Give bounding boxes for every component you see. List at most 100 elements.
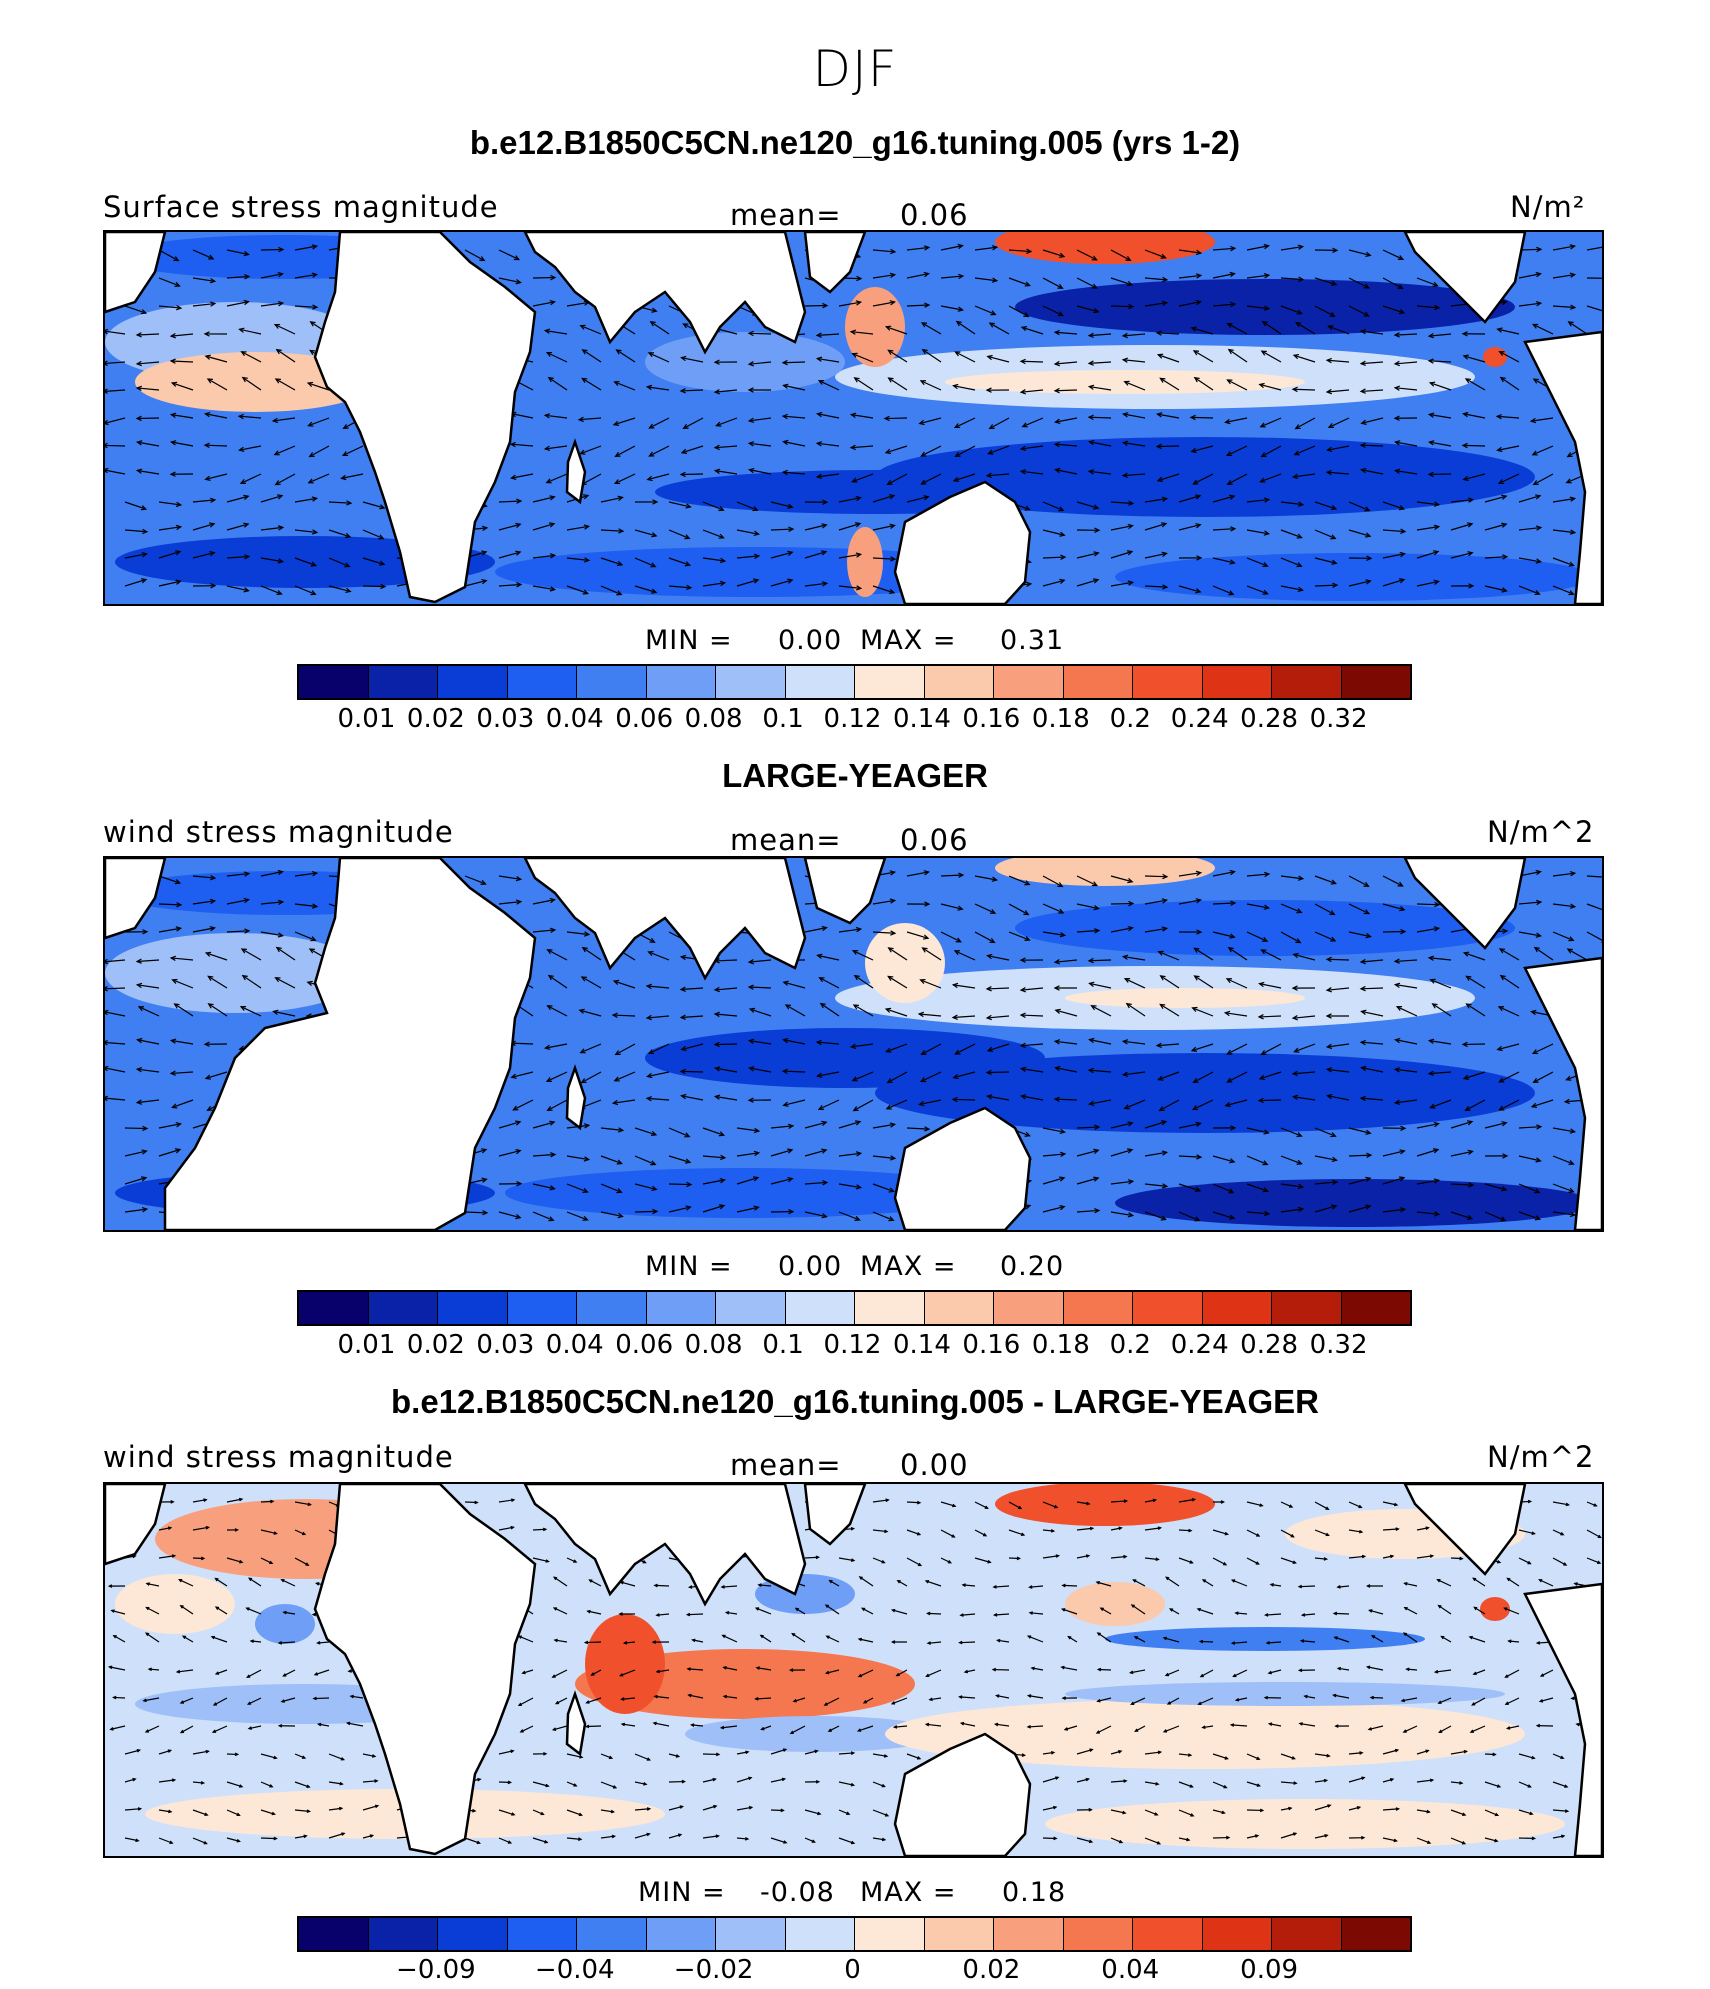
stress-vector-head xyxy=(1393,1838,1398,1843)
stress-vector xyxy=(817,413,840,419)
stress-vector-head xyxy=(1162,1636,1167,1641)
stress-vector xyxy=(532,523,555,531)
stress-vector xyxy=(1280,1501,1293,1508)
stress-vector xyxy=(1062,1608,1078,1615)
stress-vector-head xyxy=(167,1749,173,1753)
stress-vector-head xyxy=(1099,1607,1104,1611)
stress-vector-head xyxy=(1154,1812,1159,1816)
stress-vector-head xyxy=(611,1834,617,1839)
stress-vector-head xyxy=(1262,562,1269,568)
stress-vector-head xyxy=(277,525,285,531)
stress-vector-head xyxy=(1158,1106,1165,1112)
stress-vector-head xyxy=(545,351,553,357)
stress-vector-head xyxy=(1300,1613,1306,1617)
stress-vector-head xyxy=(1359,442,1366,449)
stress-vector-head xyxy=(269,1560,274,1565)
stress-vector-head xyxy=(1161,1183,1169,1189)
panel-2-max-value: 0.20 xyxy=(1000,1251,1065,1282)
stress-vector-head xyxy=(1229,1158,1236,1164)
stress-vector xyxy=(566,1753,583,1758)
stress-vector-head xyxy=(1019,1042,1026,1049)
stress-vector xyxy=(1441,1635,1452,1643)
stress-vector xyxy=(804,551,827,559)
stress-vector-head xyxy=(1403,1606,1408,1611)
stress-vector xyxy=(681,1015,704,1019)
stress-vector-head xyxy=(679,954,687,961)
colorbar-tick-label: 0 xyxy=(844,1955,861,1985)
stress-vector-head xyxy=(1024,935,1031,942)
stress-vector-head xyxy=(924,1126,931,1132)
stress-vector-head xyxy=(543,1751,548,1756)
stress-vector-head xyxy=(582,1187,589,1193)
colorbar-swatch xyxy=(1133,666,1203,698)
stress-vector xyxy=(1089,470,1112,475)
stress-vector xyxy=(1110,1780,1127,1783)
stress-vector xyxy=(887,1071,908,1084)
stress-vector-head xyxy=(573,1783,578,1787)
stress-vector xyxy=(1246,1557,1259,1565)
americas-west-landmass xyxy=(105,858,167,940)
stress-vector-head xyxy=(647,352,654,358)
stress-vector xyxy=(1395,1068,1418,1073)
stress-vector-head xyxy=(851,949,859,955)
stress-vector xyxy=(1382,1778,1394,1783)
stress-vector xyxy=(681,1095,704,1101)
stress-vector xyxy=(940,275,963,279)
stress-vector xyxy=(342,445,364,456)
stress-vector xyxy=(1110,1122,1133,1129)
stress-vector-head xyxy=(1502,554,1509,560)
stress-vector-head xyxy=(1168,1608,1174,1612)
stress-vector-head xyxy=(307,1502,312,1507)
stress-vector xyxy=(736,501,758,511)
stress-vector-head xyxy=(137,1807,143,1811)
stress-vector-head xyxy=(1191,1006,1198,1012)
stress-vector-head xyxy=(1293,1047,1300,1053)
stress-vector xyxy=(566,1781,577,1787)
stress-vector-head xyxy=(920,1049,927,1055)
stress-vector xyxy=(960,1613,976,1616)
stress-vector-head xyxy=(169,1840,174,1844)
stress-vector xyxy=(1484,585,1507,592)
stress-vector-head xyxy=(1566,452,1573,458)
stress-vector xyxy=(1076,579,1099,587)
stress-vector-head xyxy=(1155,443,1162,450)
stress-vector xyxy=(248,1725,262,1730)
stress-vector-head xyxy=(1330,534,1337,540)
stress-vector-head xyxy=(341,451,349,457)
stress-vector-head xyxy=(1254,1834,1260,1838)
stress-vector xyxy=(1246,1155,1268,1165)
stress-vector xyxy=(1076,1778,1089,1783)
stress-vector xyxy=(1430,382,1452,391)
stress-vector xyxy=(1261,350,1282,363)
stress-vector xyxy=(736,1176,759,1185)
stress-vector-head xyxy=(1094,928,1101,934)
stress-vector-head xyxy=(851,1076,858,1082)
stress-vector-head xyxy=(1296,562,1303,568)
stress-vector-head xyxy=(1121,332,1128,339)
stress-vector-head xyxy=(1188,1528,1193,1533)
stress-vector-head xyxy=(1291,1070,1298,1077)
stress-vector xyxy=(105,1097,126,1101)
field-band xyxy=(645,1028,1045,1088)
stress-vector xyxy=(192,302,215,307)
stress-vector xyxy=(1126,1003,1146,1017)
stress-vector xyxy=(226,555,249,559)
stress-vector xyxy=(242,377,262,391)
stress-vector-head xyxy=(1427,333,1435,339)
stress-vector xyxy=(1348,1752,1363,1755)
stress-vector xyxy=(1280,875,1303,880)
stress-vector xyxy=(1042,1806,1057,1811)
stress-vector-head xyxy=(179,1700,184,1704)
stress-vector xyxy=(1160,975,1180,989)
stress-vector xyxy=(1499,1099,1520,1111)
stress-vector-head xyxy=(1427,358,1434,364)
stress-vector xyxy=(1518,585,1540,595)
stress-vector xyxy=(1133,1579,1146,1587)
stress-vector xyxy=(1497,445,1520,451)
stress-vector xyxy=(716,417,738,427)
stress-vector-head xyxy=(1434,901,1441,908)
stress-vector-head xyxy=(579,449,586,455)
stress-vector-head xyxy=(1365,1665,1371,1670)
stress-vector-head xyxy=(988,322,995,328)
stress-vector-head xyxy=(890,1608,896,1613)
